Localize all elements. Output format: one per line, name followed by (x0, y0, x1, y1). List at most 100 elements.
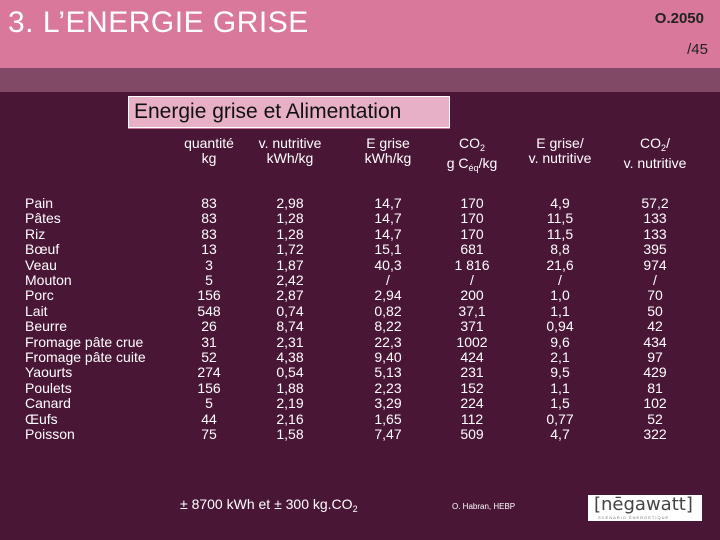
row-label: Bœuf (25, 241, 60, 258)
table-cell: 2,23 (374, 379, 402, 396)
table-cell: 1,72 (276, 241, 304, 258)
table-cell: 4,38 (276, 349, 304, 366)
column-co2-vnutritive: 57,2 133 133 395 974/70 50 42 434 97 429 81 102 52 32… (610, 195, 700, 443)
row-label: Canard (25, 395, 71, 412)
row-label: Pâtes (25, 210, 61, 227)
table-cell: 44 (201, 410, 217, 427)
table-cell: 9,5 (550, 364, 570, 381)
table-cell: 1,5 (550, 395, 570, 412)
header-band (0, 68, 720, 92)
page-title: 3. L’ENERGIE GRISE (8, 6, 309, 39)
table-cell: 8,8 (550, 241, 570, 258)
table-cell: 152 (460, 379, 484, 396)
row-label: Fromage pâte cuite (25, 349, 146, 366)
table-cell: 8,74 (276, 318, 304, 335)
table-cell: 15,1 (374, 241, 402, 258)
column-header-quantite: quantité kg (184, 135, 234, 166)
table-cell: 9,6 (550, 333, 570, 350)
table-cell: 1,87 (276, 256, 304, 273)
subtitle-box: Energie grise et Alimentation (128, 96, 450, 128)
row-label: Lait (25, 302, 48, 319)
table-cell: 4,9 (550, 195, 570, 211)
table-cell: 231 (460, 364, 484, 381)
table-cell: 133 (643, 225, 667, 242)
table-cell: 274 (197, 364, 221, 381)
table-cell: 395 (643, 241, 667, 258)
table-cell: 112 (460, 410, 484, 427)
table-cell: 424 (460, 349, 484, 366)
subtitle: Energie grise et Alimentation (134, 100, 402, 123)
row-label: Mouton (25, 272, 72, 289)
logo-subtitle: SCÉNARIO ÉNERGÉTIQUE (598, 515, 670, 520)
table-cell: 322 (643, 426, 667, 443)
table-cell: 14,7 (374, 225, 402, 242)
column-header-co2-vnutritive: CO2/ v. nutritive (623, 135, 687, 171)
table-cell: 0,74 (276, 302, 304, 319)
table-cell: 2,16 (276, 410, 304, 427)
document-code: O.2050 (654, 10, 704, 27)
table-cell: 1,65 (374, 410, 402, 427)
row-label: Œufs (25, 410, 58, 427)
column-header-egrise-vnutritive: E grise/ v. nutritive (528, 135, 592, 166)
table-cell: 2,94 (374, 287, 402, 304)
table-cell: 52 (201, 349, 217, 366)
table-cell: 9,40 (374, 349, 402, 366)
table-cell: 1,1 (550, 302, 570, 319)
column-quantite: 83 83 83 13 3 5 156 548 26 31 52 274 156 5 44 75 (168, 195, 250, 443)
table-cell: 3,29 (374, 395, 402, 412)
table-cell: 1 816 (454, 256, 490, 273)
table-cell: 50 (647, 302, 663, 319)
table-cell: 8,22 (374, 318, 402, 335)
table-cell: 97 (647, 349, 663, 366)
table-cell: 170 (460, 195, 484, 211)
table-cell: 2,87 (276, 287, 304, 304)
table-cell: 31 (201, 333, 217, 350)
table-cell: 224 (460, 395, 484, 412)
negawatt-logo: [nēgawatt] (588, 495, 702, 521)
table-cell: 21,6 (546, 256, 574, 273)
table-cell: 548 (197, 302, 221, 319)
table-cell: 83 (201, 210, 217, 227)
table-cell: 1002 (456, 333, 488, 350)
table-cell: 42 (647, 318, 663, 335)
table-cell: 1,0 (550, 287, 570, 304)
table-cell: 52 (647, 410, 663, 427)
row-label: Fromage pâte crue (25, 333, 144, 350)
divider (128, 128, 450, 129)
row-label: Beurre (25, 318, 68, 335)
row-label: Porc (25, 287, 54, 304)
table-cell: 11,5 (546, 210, 574, 227)
table-cell: 1,28 (276, 225, 304, 242)
table-cell: 0,94 (546, 318, 574, 335)
table-cell: 26 (201, 318, 217, 335)
table-cell: 156 (197, 379, 221, 396)
table-cell: 40,3 (374, 256, 402, 273)
table-cell: 22,3 (374, 333, 402, 350)
table-cell: / (470, 272, 474, 289)
table-cell: 1,28 (276, 210, 304, 227)
table-cell: 170 (460, 225, 484, 242)
row-label: Yaourts (25, 364, 73, 381)
row-label: Poulets (25, 379, 72, 396)
table-cell: 434 (643, 333, 667, 350)
table-cell: 429 (643, 364, 667, 381)
table-cell: 133 (643, 210, 667, 227)
row-label: Veau (25, 256, 57, 273)
table-cell: 83 (201, 195, 217, 211)
table-cell: 5,13 (374, 364, 402, 381)
table-cell: 14,7 (374, 195, 402, 211)
column-header-valeur-nutritive: v. nutritive kWh/kg (258, 135, 322, 166)
total-summary: ± 8700 kWh et ± 300 kg.CO2 (180, 496, 358, 514)
table-cell: 170 (460, 210, 484, 227)
row-labels: Pain Pâtes Riz Bœuf Veau Mouton Porc Lait Beurre… (25, 195, 146, 443)
table-cell: 102 (643, 395, 667, 412)
table-cell: 156 (197, 287, 221, 304)
author-credit: O. Habran, HEBP (452, 502, 516, 511)
table-cell: 5 (205, 395, 213, 412)
table-cell: 70 (647, 287, 663, 304)
column-header-co2: CO2 g Céq/kg (446, 135, 498, 174)
table-cell: 974 (643, 256, 667, 273)
table-cell: 3 (205, 256, 213, 273)
table-cell: 14,7 (374, 210, 402, 227)
column-egrise-vnutritive: 4,9 11,5 11,5 8,8 21,6/1,0 1,1 0,94 9,6 2,1 9,5 1,… (514, 195, 606, 443)
